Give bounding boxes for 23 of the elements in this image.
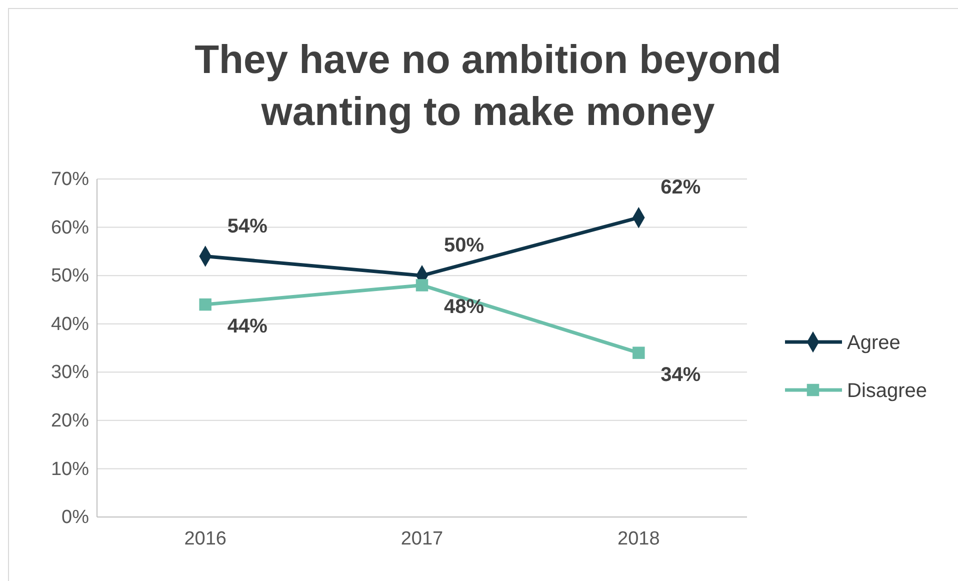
x-tick-label: 2016 [184, 528, 226, 550]
point [416, 279, 428, 292]
data-label: 44% [227, 316, 268, 338]
y-tick-label: 50% [50, 266, 90, 287]
x-tick-label: 2017 [400, 528, 444, 550]
y-tick-label: 40% [50, 314, 90, 335]
point [632, 346, 645, 359]
data-label: 34% [660, 364, 701, 386]
y-tick-label: 30% [50, 362, 90, 384]
y-tick-label: 20% [50, 410, 90, 432]
legend-label: Disagree [847, 380, 928, 402]
data-label: 48% [444, 296, 484, 318]
point [199, 298, 212, 311]
x-tick-label: 2018 [618, 528, 660, 550]
y-tick-label: 70% [50, 169, 90, 190]
y-tick-label: 10% [50, 458, 90, 480]
data-label: 50% [444, 234, 484, 257]
data-label: 62% [660, 176, 701, 199]
legend-label: Agree [847, 332, 900, 354]
chart-title: They have no ambition beyond wanting to make money [194, 38, 782, 134]
data-label: 54% [227, 215, 268, 238]
y-tick-label: 0% [62, 507, 90, 528]
y-tick-label: 60% [50, 217, 90, 238]
